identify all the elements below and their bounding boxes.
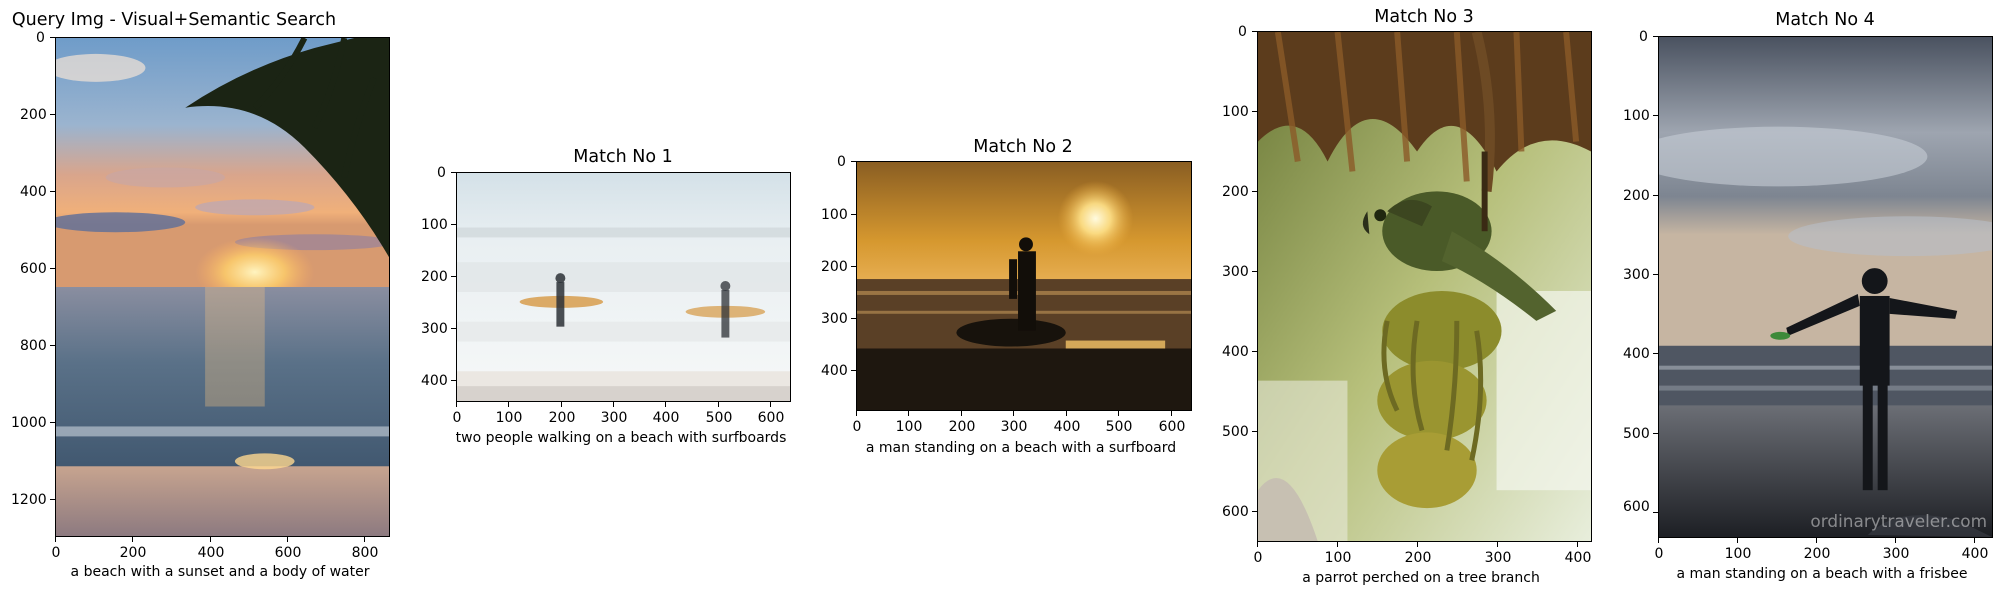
x-tick-label: 100 [1324, 550, 1352, 566]
x-tick-label: 500 [705, 410, 733, 426]
y-tick-label: 100 [821, 207, 848, 223]
y-tick-label: 400 [1222, 344, 1249, 360]
match-4-image[interactable]: ordinarytraveler.com [1658, 36, 1993, 538]
y-tick-label: 100 [1623, 108, 1650, 124]
y-tick-label: 200 [1222, 184, 1249, 200]
x-tick-label: 200 [948, 419, 976, 435]
x-tick-label: 200 [548, 410, 576, 426]
y-tick-label: 200 [821, 259, 848, 275]
x-tick-label: 100 [895, 419, 923, 435]
surfers-beach-photo [457, 173, 790, 401]
y-tick-label: 600 [1222, 504, 1249, 520]
x-tick-label: 0 [51, 545, 61, 561]
y-tick-label: 500 [1222, 424, 1249, 440]
x-tick-label: 600 [1158, 419, 1186, 435]
panel-title: Match No 3 [1374, 7, 1474, 27]
sunset-beach-photo [56, 38, 389, 536]
query-image[interactable] [55, 37, 390, 537]
x-tick-label: 500 [1105, 419, 1133, 435]
image-caption: two people walking on a beach with surfb… [455, 430, 787, 446]
x-tick-label: 800 [351, 545, 379, 561]
x-tick-label: 100 [495, 410, 523, 426]
parrot-banana-photo [1258, 32, 1591, 541]
x-tick-label: 600 [757, 410, 785, 426]
y-tick-label: 300 [1623, 267, 1650, 283]
y-tick-label: 0 [437, 165, 446, 181]
image-caption: a beach with a sunset and a body of wate… [70, 564, 370, 580]
y-tick-label: 600 [1623, 499, 1650, 515]
panel-title: Match No 2 [973, 137, 1073, 157]
y-tick-label: 1200 [11, 492, 47, 508]
match-2-image[interactable] [856, 161, 1192, 411]
x-tick-label: 0 [1654, 546, 1664, 562]
x-tick-label: 200 [1803, 546, 1831, 562]
y-tick-label: 0 [36, 30, 45, 46]
x-tick-label: 400 [1564, 550, 1592, 566]
x-tick-label: 300 [1000, 419, 1028, 435]
y-tick-label: 500 [1623, 426, 1650, 442]
y-tick-label: 0 [837, 154, 846, 170]
x-tick-label: 200 [119, 545, 147, 561]
y-tick-label: 200 [1623, 188, 1650, 204]
y-tick-label: 600 [20, 261, 47, 277]
y-tick-label: 0 [1238, 24, 1247, 40]
match-3-image[interactable] [1257, 31, 1592, 542]
x-tick-label: 0 [852, 419, 862, 435]
y-tick-label: 400 [421, 373, 448, 389]
x-tick-label: 300 [1882, 546, 1910, 562]
beach-frisbee-photo: ordinarytraveler.com [1659, 37, 1992, 537]
y-tick-label: 800 [20, 338, 47, 354]
y-tick-label: 400 [20, 184, 47, 200]
y-tick-label: 100 [1222, 104, 1249, 120]
x-tick-label: 300 [1484, 550, 1512, 566]
y-tick-label: 400 [1623, 346, 1650, 362]
x-tick-label: 400 [1053, 419, 1081, 435]
photo-watermark: ordinarytraveler.com [1810, 511, 1987, 531]
y-tick-label: 200 [421, 269, 448, 285]
panel-title: Match No 1 [573, 147, 673, 167]
x-tick-label: 100 [1724, 546, 1752, 562]
y-tick-label: 0 [1639, 29, 1648, 45]
y-tick-label: 1000 [11, 415, 47, 431]
x-tick-label: 600 [274, 545, 302, 561]
x-tick-label: 400 [652, 410, 680, 426]
x-tick-label: 0 [1253, 550, 1263, 566]
y-tick-label: 300 [421, 321, 448, 337]
x-tick-label: 300 [600, 410, 628, 426]
image-caption: a man standing on a beach with a frisbee [1676, 566, 1968, 582]
panel-title: Query Img - Visual+Semantic Search [11, 10, 337, 30]
image-caption: a man standing on a beach with a surfboa… [865, 440, 1177, 456]
x-tick-label: 0 [452, 410, 462, 426]
y-tick-label: 200 [20, 107, 47, 123]
y-tick-label: 300 [821, 311, 848, 327]
sunset-surfer-photo [857, 162, 1191, 410]
y-tick-label: 100 [421, 217, 448, 233]
x-tick-label: 200 [1404, 550, 1432, 566]
match-1-image[interactable] [456, 172, 791, 402]
panel-title: Match No 4 [1775, 10, 1875, 30]
y-tick-label: 400 [821, 363, 848, 379]
image-caption: a parrot perched on a tree branch [1302, 570, 1540, 586]
x-tick-label: 400 [197, 545, 225, 561]
y-tick-label: 300 [1222, 264, 1249, 280]
x-tick-label: 400 [1961, 546, 1989, 562]
